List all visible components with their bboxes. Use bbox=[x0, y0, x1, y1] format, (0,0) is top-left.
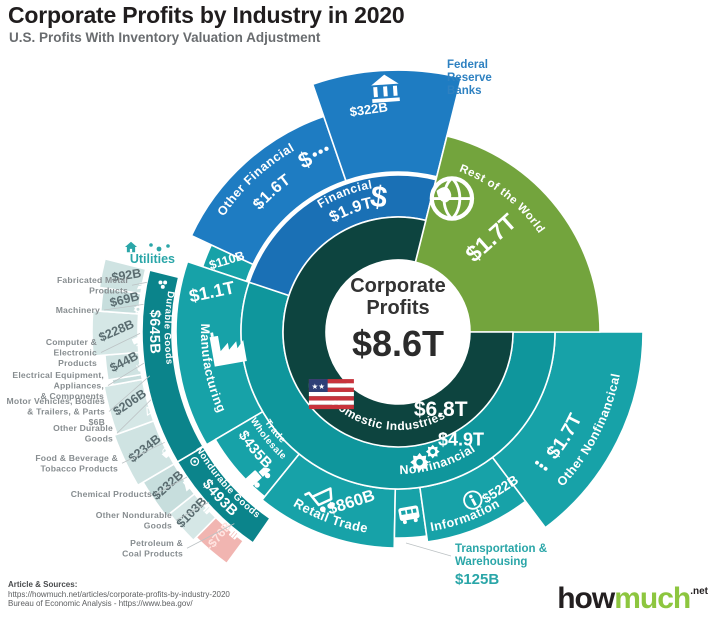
domestic-industries-label: $6.8T bbox=[414, 398, 468, 421]
logo-net: .net bbox=[690, 586, 708, 597]
center-circle bbox=[326, 260, 470, 404]
leader-line-6 bbox=[121, 441, 165, 464]
utilities-dot-icon bbox=[156, 246, 162, 252]
gear-icon bbox=[133, 304, 143, 314]
page-title: Corporate Profits by Industry in 2020 bbox=[8, 2, 405, 28]
source-link-bea[interactable]: Bureau of Economic Analysis - https://ww… bbox=[8, 599, 193, 608]
left-label-3: Electrical Equipment, Appliances, & Compon… bbox=[12, 370, 104, 401]
left-label-8: Other Nondurable Goods bbox=[96, 510, 172, 531]
utilities-label: Utilities bbox=[130, 252, 175, 266]
left-label-9: Petroleum & Coal Products bbox=[122, 538, 183, 559]
utilities-house-icon bbox=[125, 241, 137, 253]
svg-text:$: $ bbox=[368, 180, 389, 215]
dots-icon bbox=[535, 460, 548, 471]
left-label-7: Chemical Products bbox=[71, 489, 152, 499]
left-label-1: Machinery bbox=[56, 305, 100, 315]
bank-icon bbox=[371, 74, 400, 103]
utilities-dot-icon bbox=[149, 243, 153, 247]
truck-icon bbox=[245, 467, 271, 488]
howmuch-logo[interactable]: howmuch.net bbox=[557, 582, 708, 616]
page-subtitle: U.S. Profits With Inventory Valuation Ad… bbox=[9, 30, 321, 45]
source-link-howmuch[interactable]: https://howmuch.net/articles/corporate-p… bbox=[8, 589, 230, 599]
leader-line-2 bbox=[100, 333, 141, 353]
center-label-line2: Profits bbox=[366, 297, 429, 319]
flask-icon bbox=[182, 481, 193, 492]
center-total: $8.6T bbox=[352, 323, 444, 364]
left-label-2: Computer & Electronic Products bbox=[46, 337, 97, 368]
leader-line-9 bbox=[186, 523, 235, 549]
usa-flag-icon: ★★ bbox=[308, 379, 354, 410]
federal-reserve-banks-label: Federal Reserve Banks bbox=[447, 59, 492, 97]
leader-line-7 bbox=[155, 476, 188, 495]
sources-heading: Article & Sources: bbox=[8, 580, 78, 589]
leader-line-0 bbox=[131, 281, 147, 286]
leader-line-1 bbox=[103, 304, 144, 311]
logo-much: much bbox=[614, 582, 691, 615]
recycle-icon bbox=[146, 406, 155, 416]
transportation-warehousing-value: $125B bbox=[455, 571, 499, 588]
logo-how: how bbox=[557, 582, 615, 615]
left-label-5: Other Durable Goods bbox=[53, 423, 113, 444]
bus-icon bbox=[398, 505, 420, 525]
segment-federal-reserve-banks bbox=[311, 69, 463, 182]
leader-line-4 bbox=[108, 375, 151, 412]
factory-icon bbox=[209, 332, 247, 367]
dollar-icon: $ bbox=[368, 180, 389, 215]
info-icon bbox=[463, 490, 483, 510]
article-sources: Article & Sources: https://howmuch.net/a… bbox=[8, 580, 230, 609]
circles-icon bbox=[158, 280, 168, 289]
center-label-line1: Corporate bbox=[350, 275, 446, 297]
drum-icon bbox=[228, 530, 239, 540]
plug-icon bbox=[136, 363, 143, 372]
left-label-4: Motor Vehicles, Bodies & Trailers, & Part… bbox=[7, 396, 105, 427]
leader-line-5 bbox=[116, 399, 152, 434]
durable-goods-label: Durable Goods bbox=[162, 290, 177, 365]
cart-icon bbox=[303, 487, 335, 513]
leader-line-8 bbox=[175, 501, 210, 521]
transportation-leader-line bbox=[405, 542, 452, 557]
basket-icon bbox=[161, 448, 173, 459]
durable-goods-label: $645B bbox=[146, 309, 163, 355]
segment-durable-goods bbox=[141, 269, 205, 463]
left-label-6: Food & Beverage & Tobacco Products bbox=[35, 453, 118, 474]
federal-reserve-banks-label: $322B bbox=[349, 99, 389, 119]
nonfinancial-label: $4.9T bbox=[438, 430, 484, 450]
box-icon bbox=[203, 506, 212, 515]
monitor-icon bbox=[131, 336, 142, 347]
ring-icon bbox=[190, 457, 200, 466]
fabricated-metal-label: $92B bbox=[111, 266, 143, 285]
gears-icon bbox=[410, 444, 440, 472]
left-label-0: Fabricated Metal Products bbox=[57, 275, 128, 296]
leader-line-3 bbox=[107, 362, 145, 386]
utilities-dot-icon bbox=[166, 244, 170, 248]
transportation-warehousing-label: Transportation & Warehousing bbox=[455, 543, 547, 568]
svg-text:★★: ★★ bbox=[312, 382, 326, 391]
globe-icon bbox=[429, 176, 475, 221]
